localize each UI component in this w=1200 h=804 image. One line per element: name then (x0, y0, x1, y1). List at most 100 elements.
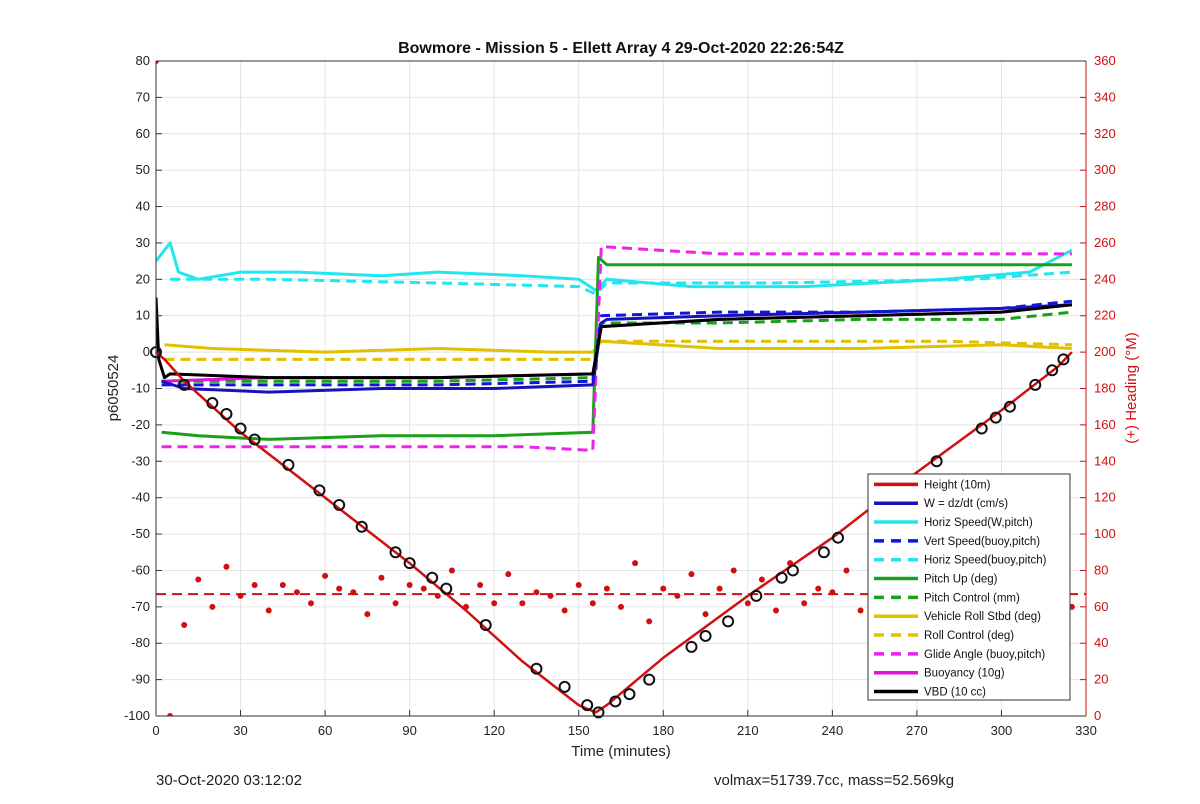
dive-marker (1003, 400, 1016, 413)
y-tick-label: -30 (131, 453, 150, 468)
dive-marker (832, 531, 844, 544)
heading-point (181, 622, 188, 629)
heading-point (491, 600, 498, 607)
x-axis-label: Time (minutes) (571, 743, 670, 760)
series-line-4 (170, 270, 1073, 296)
dive-marker (975, 422, 988, 435)
heading-point (448, 567, 455, 574)
x-tick-label: 60 (318, 723, 332, 738)
x-tick-label: 240 (822, 723, 844, 738)
legend-box (867, 473, 1071, 701)
heading-point (547, 592, 554, 599)
dive-marker (530, 662, 543, 675)
legend: Height (10m) W = dz/dt (cm/s) Horiz Speed(… (867, 473, 1071, 701)
y-tick-label: -100 (124, 708, 150, 723)
y2-tick-label: 140 (1094, 453, 1116, 468)
heading-point (730, 567, 737, 574)
y-tick-label: -40 (131, 490, 150, 505)
series-line-3 (161, 299, 1073, 387)
heading-point (336, 585, 343, 592)
heading-point (618, 603, 624, 610)
heading-point (350, 589, 357, 596)
x-tick-label: 120 (483, 723, 505, 738)
dive-marker (775, 571, 788, 584)
heading-point (603, 585, 610, 592)
heading-point (156, 61, 159, 64)
dive-marker (333, 498, 346, 511)
legend-entry: Vert Speed(buoy,pitch) (924, 536, 1040, 548)
y2-tick-label: 20 (1094, 672, 1108, 687)
series-line-2 (156, 241, 1073, 292)
y2-tick-label: 300 (1094, 162, 1116, 177)
y2-tick-label: 40 (1094, 635, 1108, 650)
heading-point (646, 618, 653, 625)
y-tick-label: -50 (131, 526, 150, 541)
x-tick-label: 330 (1075, 723, 1097, 738)
dive-marker (685, 640, 698, 653)
dive-marker (558, 680, 571, 693)
heading-point (223, 563, 230, 570)
heading-point (519, 600, 526, 607)
legend-entry: Height (10m) (924, 479, 991, 491)
heading-point (716, 585, 723, 592)
x-tick-label: 180 (652, 723, 674, 738)
heading-point (378, 574, 385, 581)
y2-tick-label: 340 (1094, 89, 1116, 104)
dive-marker (440, 582, 453, 595)
x-tick-label: 90 (402, 723, 416, 738)
dive-marker (389, 546, 402, 559)
heading-point (702, 611, 709, 618)
legend-entry: Roll Control (deg) (924, 630, 1014, 642)
dive-marker (930, 455, 943, 468)
y2-tick-label: 120 (1094, 490, 1116, 505)
heading-point (420, 585, 427, 592)
x-tick-label: 210 (737, 723, 759, 738)
y2-tick-label: 200 (1094, 344, 1116, 359)
y-tick-label: -10 (131, 381, 150, 396)
dive-marker (206, 397, 219, 410)
heading-point (392, 600, 399, 607)
heading-point (533, 589, 540, 596)
heading-point (561, 607, 568, 614)
heading-point (632, 560, 639, 567)
y-tick-label: 60 (136, 126, 150, 141)
x-tick-label: 0 (152, 723, 159, 738)
dive-marker (817, 546, 830, 559)
legend-entry: Vehicle Roll Stbd (deg) (924, 611, 1041, 623)
dive-marker (581, 699, 594, 712)
dive-marker (592, 706, 605, 719)
tick-labels: 0 30 60 90 120 150 180 210 240 270 300 330-100-90-8… (124, 53, 1116, 738)
dive-marker (643, 673, 656, 686)
x-tick-label: 150 (568, 723, 590, 738)
heading-point (589, 600, 596, 607)
heading-point (406, 582, 413, 588)
heading-point (167, 713, 174, 716)
dive-marker (623, 688, 636, 701)
dive-marker (1046, 364, 1059, 377)
heading-point (815, 585, 822, 592)
legend-entry: W = dz/dt (cm/s) (924, 498, 1008, 510)
series-line-5 (161, 256, 1072, 441)
legend-entry: VBD (10 cc) (924, 687, 986, 699)
dive-marker (426, 571, 439, 584)
heading-point (857, 607, 864, 614)
y2-tick-label: 320 (1094, 126, 1116, 141)
y-tick-label: -20 (131, 417, 150, 432)
y-tick-label: 20 (136, 271, 150, 286)
legend-entry: Horiz Speed(W,pitch) (924, 517, 1033, 529)
axes (155, 60, 1087, 717)
y-tick-label: 0 (143, 344, 150, 359)
heading-point (688, 571, 695, 578)
dive-marker (248, 433, 261, 446)
heading-point (364, 611, 371, 618)
dive-marker (178, 378, 191, 391)
footer-timestamp: 30-Oct-2020 03:12:02 (156, 772, 302, 789)
x-tick-label: 270 (906, 723, 928, 738)
heading-point (801, 600, 808, 607)
dive-marker (403, 557, 416, 570)
heading-point (660, 585, 667, 592)
y-tick-label: 80 (136, 53, 150, 68)
dive-marker (699, 629, 712, 642)
right-axis-label: (+) Heading (°M) (1123, 332, 1140, 443)
heading-point (195, 576, 202, 583)
